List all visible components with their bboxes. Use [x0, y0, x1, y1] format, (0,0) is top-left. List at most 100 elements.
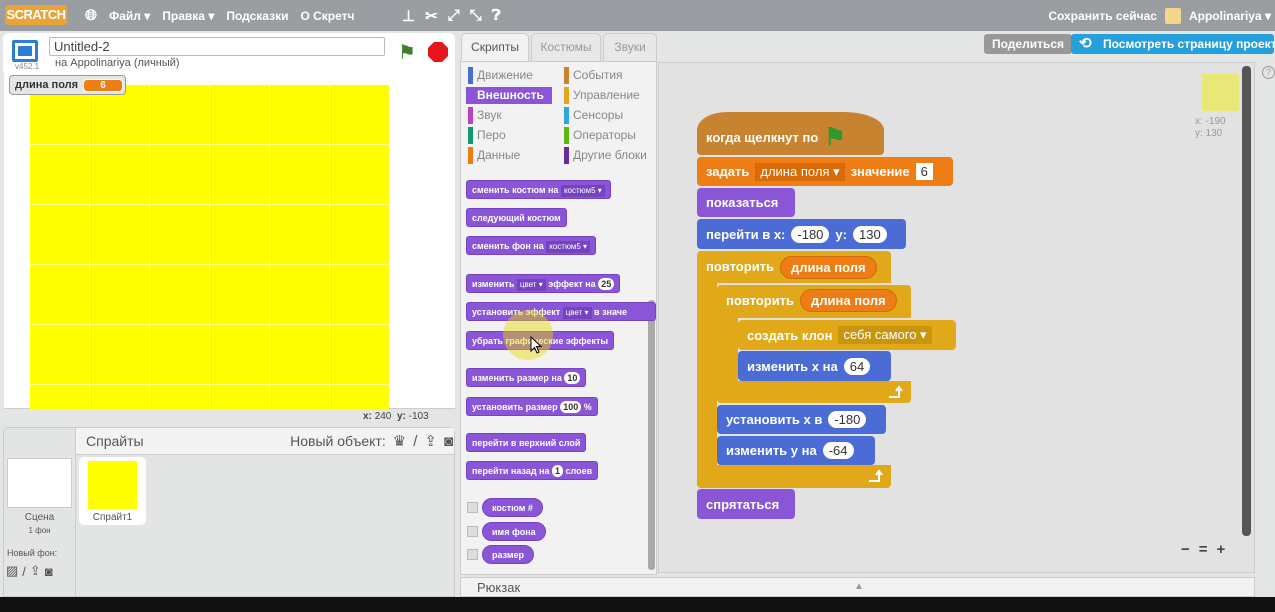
- save-now-link[interactable]: Сохранить сейчас: [1048, 8, 1157, 23]
- block-go-front[interactable]: перейти в верхний слой: [466, 433, 587, 452]
- reporter-backdrop-name[interactable]: имя фона: [482, 522, 546, 541]
- block-when-flag-clicked[interactable]: когда щелкнут по ⚑: [697, 112, 884, 155]
- category-9[interactable]: Другие блоки: [562, 147, 648, 164]
- stage-backdrop-count: 1 фон: [28, 526, 51, 535]
- sprite-tile[interactable]: Спрайт1: [79, 457, 146, 525]
- palette-scrollbar[interactable]: [648, 300, 655, 570]
- camera-backdrop-icon[interactable]: ◙: [44, 563, 53, 579]
- presentation-mode-icon[interactable]: [12, 40, 38, 62]
- variable-value: 6: [83, 79, 123, 92]
- grow-icon[interactable]: ⤢: [447, 7, 460, 24]
- category-6[interactable]: Перо: [466, 127, 552, 144]
- zoom-reset-button[interactable]: =: [1198, 541, 1208, 558]
- new-backdrop-label: Новый фон:: [7, 548, 58, 558]
- mouse-coords: x: 240 y: -103: [363, 411, 429, 422]
- menu-about[interactable]: О Скретч: [300, 8, 355, 23]
- block-next-costume[interactable]: следующий костюм: [466, 208, 567, 227]
- user-menu[interactable]: Appolinariya ▾: [1188, 8, 1271, 23]
- choose-backdrop-icon[interactable]: ▨: [6, 563, 19, 578]
- category-7[interactable]: Операторы: [562, 127, 648, 144]
- menu-file[interactable]: Файл ▾: [109, 8, 151, 23]
- shrink-icon[interactable]: ⤡: [469, 7, 482, 24]
- variable-monitor[interactable]: длина поля 6: [9, 75, 126, 95]
- choose-sprite-icon[interactable]: ♛: [392, 433, 407, 450]
- category-0[interactable]: Движение: [466, 67, 552, 84]
- block-change-effect[interactable]: изменить цвет ▾ эффект на 25: [466, 274, 621, 293]
- block-set-x[interactable]: установить x в -180: [717, 405, 886, 434]
- paint-sprite-icon[interactable]: /: [413, 432, 418, 450]
- stage-thumbnail[interactable]: [7, 458, 72, 508]
- camera-sprite-icon[interactable]: ◙: [443, 432, 453, 450]
- version-label: v452.1: [15, 62, 40, 71]
- zoom-out-button[interactable]: −: [1181, 541, 1190, 558]
- block-change-size[interactable]: изменить размер на 10: [466, 368, 587, 387]
- project-title-input[interactable]: Untitled-2: [49, 37, 385, 56]
- block-go-back[interactable]: перейти назад на 1 слоев: [466, 461, 599, 480]
- block-hide[interactable]: спрятаться: [697, 489, 795, 519]
- menu-tips[interactable]: Подсказки: [226, 8, 289, 23]
- sprite-thumbnail: [88, 461, 137, 509]
- expand-arrow-icon[interactable]: ▲: [854, 581, 864, 592]
- cursor-highlight: [503, 310, 553, 360]
- stop-icon[interactable]: [428, 42, 448, 62]
- zoom-controls: − = +: [1181, 541, 1225, 558]
- category-5[interactable]: Сенсоры: [562, 107, 648, 124]
- sprite-position: x: -190 y: 130: [1195, 116, 1226, 139]
- globe-icon[interactable]: 🌐︎: [85, 7, 98, 24]
- category-8[interactable]: Данные: [466, 147, 552, 164]
- loop-arrow-icon: [889, 385, 903, 398]
- checkbox-size[interactable]: [467, 549, 478, 560]
- stamp-icon[interactable]: ⊥: [402, 7, 416, 25]
- bottom-strip: [0, 597, 1275, 612]
- block-switch-backdrop[interactable]: сменить фон на костюм5 ▾: [466, 236, 597, 255]
- tab-sounds[interactable]: Звуки: [603, 33, 657, 61]
- scissors-icon[interactable]: ✂︎: [425, 7, 438, 25]
- block-set-variable[interactable]: задать длина поля ▾ значение 6: [697, 157, 953, 186]
- category-1[interactable]: События: [562, 67, 648, 84]
- block-show[interactable]: показаться: [697, 188, 795, 217]
- y-value: -103: [408, 411, 429, 422]
- scripts-scrollbar[interactable]: [1242, 66, 1251, 536]
- upload-sprite-icon[interactable]: ⇪: [424, 433, 437, 450]
- sprite-name: Спрайт1: [92, 512, 133, 523]
- zoom-in-button[interactable]: +: [1216, 541, 1226, 558]
- loop-arrow-icon: [869, 469, 883, 482]
- yellow-grid-sprites: [30, 85, 389, 409]
- block-set-effect[interactable]: установить эффект цвет ▾ в значе: [466, 302, 656, 321]
- block-clear-effects[interactable]: убрать графические эффекты: [466, 331, 615, 350]
- project-owner: на Appolinariya (личный): [55, 57, 180, 69]
- refresh-icon: ⟲: [1079, 35, 1092, 52]
- checkbox-costume-number[interactable]: [467, 502, 478, 513]
- help-icon[interactable]: ?: [1262, 66, 1275, 79]
- block-create-clone[interactable]: создать клон себя самого ▾: [738, 320, 956, 350]
- backpack-bar[interactable]: Рюкзак ▲: [460, 577, 1255, 597]
- block-change-x[interactable]: изменить x на 64: [738, 351, 891, 381]
- menu-edit[interactable]: Правка ▾: [162, 8, 215, 23]
- menu-bar: SCRATCH 🌐︎ Файл ▾ Правка ▾ Подсказки О С…: [0, 0, 1275, 31]
- block-goto-xy[interactable]: перейти в x: -180 y: 130: [697, 219, 906, 249]
- block-change-y[interactable]: изменить y на -64: [717, 436, 875, 465]
- sprites-header: [76, 428, 454, 455]
- help-icon[interactable]: ❓︎: [491, 7, 501, 24]
- category-4[interactable]: Звук: [466, 107, 552, 124]
- stage-label: Сцена: [24, 512, 55, 523]
- block-set-size[interactable]: установить размер 100 %: [466, 397, 598, 416]
- upload-backdrop-icon[interactable]: ⇪: [29, 563, 41, 578]
- sprites-title: Спрайты: [86, 433, 144, 449]
- share-button[interactable]: Поделиться: [984, 34, 1073, 54]
- reporter-size[interactable]: размер: [482, 545, 535, 564]
- tab-costumes[interactable]: Костюмы: [531, 33, 601, 61]
- sprite-pane: [3, 427, 455, 597]
- user-avatar[interactable]: [1164, 7, 1181, 24]
- scratch-logo[interactable]: SCRATCH: [5, 5, 67, 25]
- paint-backdrop-icon[interactable]: /: [22, 563, 26, 579]
- category-2[interactable]: Внешность: [466, 87, 552, 104]
- green-flag-icon: ⚑: [824, 124, 846, 151]
- reporter-costume-number[interactable]: костюм #: [482, 498, 543, 517]
- category-3[interactable]: Управление: [562, 87, 648, 104]
- tab-scripts[interactable]: Скрипты: [461, 33, 529, 61]
- block-switch-costume[interactable]: сменить костюм на костюм5 ▾: [466, 180, 611, 199]
- checkbox-backdrop-name[interactable]: [467, 526, 478, 537]
- green-flag-icon[interactable]: ⚑: [398, 42, 416, 64]
- see-project-page-button[interactable]: ⟲ Посмотреть страницу проекта: [1071, 34, 1274, 54]
